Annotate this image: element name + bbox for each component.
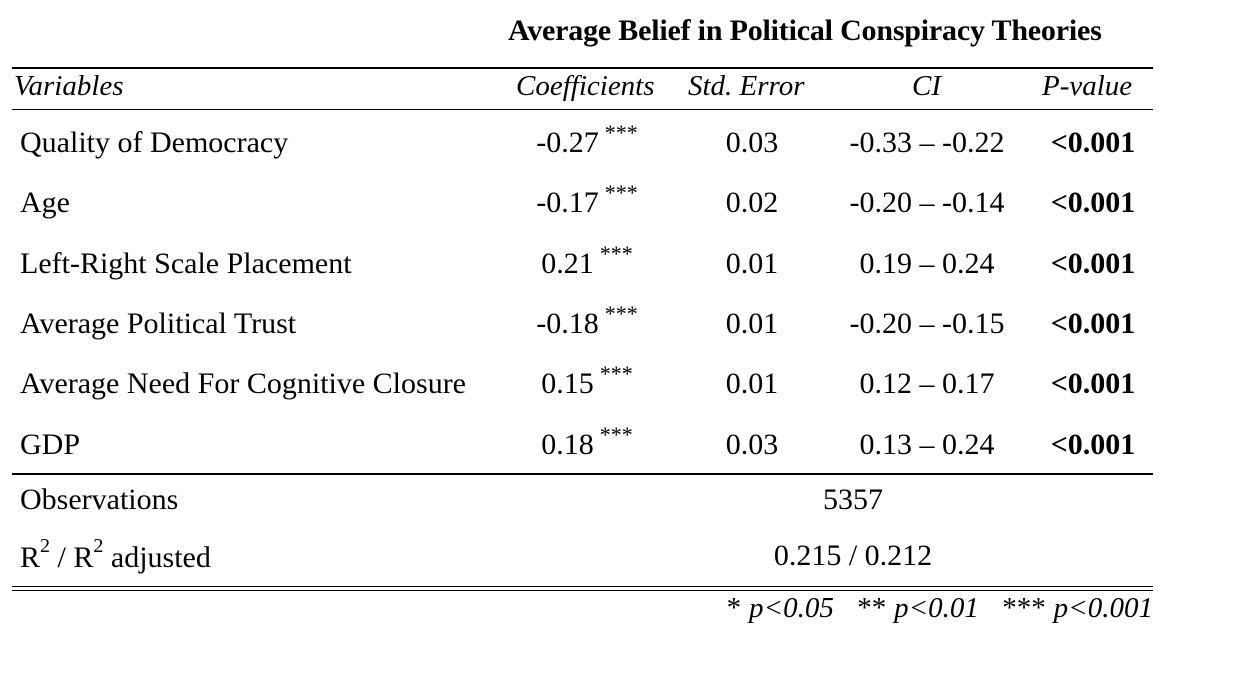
significance-stars: *** <box>604 180 638 206</box>
coefficient-value: -0.27 <box>536 126 599 159</box>
std-error: 0.03 <box>725 427 779 461</box>
header-rule <box>12 109 1153 110</box>
bottom-rule-2 <box>12 590 1153 591</box>
bottom-rule-1 <box>12 586 1153 587</box>
header-p-value: P-value <box>1042 70 1133 102</box>
confidence-interval: 0.12 – 0.17 <box>859 367 995 401</box>
std-error: 0.02 <box>725 186 779 220</box>
coefficient-value: -0.18 <box>536 306 599 340</box>
top-rule <box>12 67 1153 69</box>
table-row: Left-Right Scale Placement 0.21 *** 0.01 0.1… <box>12 233 1153 293</box>
table-title: Average Belief in Political Conspiracy T… <box>508 14 1102 47</box>
significance-stars: *** <box>604 120 638 145</box>
confidence-interval: -0.20 – -0.14 <box>849 186 1005 220</box>
p-value: <0.001 <box>1050 306 1136 340</box>
variable-name: GDP <box>20 427 81 461</box>
note-p05: * p<0.05 <box>725 592 834 624</box>
table-row: Average Need For Cognitive Closure 0.15 **… <box>12 353 1153 413</box>
coefficient-value: 0.15 <box>541 367 594 401</box>
confidence-interval: -0.33 – -0.22 <box>849 126 1005 159</box>
variable-name: Average Political Trust <box>20 306 297 340</box>
coefficient-value: 0.21 <box>541 246 594 280</box>
coefficient: -0.18 *** <box>512 301 662 341</box>
coefficient: -0.17 *** <box>512 180 662 220</box>
significance-stars: *** <box>604 300 638 326</box>
confidence-interval: 0.13 – 0.24 <box>859 427 995 461</box>
header-variables: Variables <box>14 70 124 102</box>
note-p01: ** p<0.01 <box>855 592 979 624</box>
std-error: 0.01 <box>725 306 779 340</box>
p-value: <0.001 <box>1050 126 1136 159</box>
coefficient-value: -0.17 <box>536 186 599 220</box>
r2-label: R2 / R2 adjusted <box>20 535 211 574</box>
significance-stars: *** <box>599 240 633 266</box>
significance-stars: *** <box>599 361 633 387</box>
observations-value: 5357 <box>823 483 883 516</box>
confidence-interval: -0.20 – -0.15 <box>849 306 1005 340</box>
variable-name: Average Need For Cognitive Closure <box>20 367 467 401</box>
body-rule <box>12 473 1153 475</box>
table-row: Quality of Democracy -0.27 *** 0.03 -0.33 – … <box>12 112 1153 172</box>
p-value: <0.001 <box>1050 367 1136 401</box>
table-row: Age -0.17 *** 0.02 -0.20 – -0.14 <0.001 <box>12 172 1153 232</box>
variable-name: Age <box>20 186 70 220</box>
std-error: 0.03 <box>725 126 779 159</box>
observations-label: Observations <box>20 483 179 516</box>
coefficient: 0.21 *** <box>512 241 662 281</box>
header-ci: CI <box>912 70 941 102</box>
coefficient: 0.18 *** <box>512 422 662 462</box>
std-error: 0.01 <box>725 367 779 401</box>
p-value: <0.001 <box>1050 186 1136 220</box>
p-value: <0.001 <box>1050 427 1136 461</box>
table-row: Average Political Trust -0.18 *** 0.01 -0.20… <box>12 293 1153 353</box>
confidence-interval: 0.19 – 0.24 <box>859 246 995 280</box>
significance-stars: *** <box>599 421 633 447</box>
coefficient: -0.27 *** <box>512 120 662 160</box>
variable-name: Quality of Democracy <box>20 126 289 159</box>
note-p001: *** p<0.001 <box>1000 592 1153 624</box>
variable-name: Left-Right Scale Placement <box>20 246 352 280</box>
header-std-error: Std. Error <box>688 70 805 102</box>
r2-value: 0.215 / 0.212 <box>773 539 933 572</box>
coefficient-value: 0.18 <box>541 427 594 461</box>
std-error: 0.01 <box>725 246 779 280</box>
coefficient: 0.15 *** <box>512 361 662 401</box>
table-row: GDP 0.18 *** 0.03 0.13 – 0.24 <0.001 <box>12 414 1153 474</box>
header-coefficients: Coefficients <box>516 70 655 102</box>
significance-note: * p<0.05 ** p<0.01 *** p<0.001 <box>725 592 1153 625</box>
p-value: <0.001 <box>1050 246 1136 280</box>
